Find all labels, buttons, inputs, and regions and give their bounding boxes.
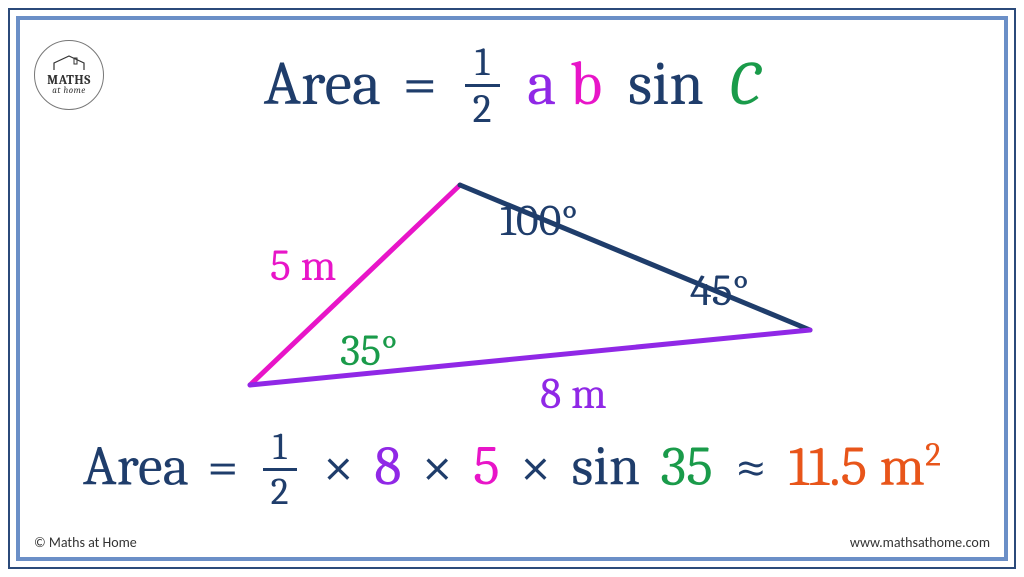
calc-approx: ≈ — [735, 435, 766, 499]
inner-border: MATHS at home Area = 1 2 a b sin C 5 m 1… — [16, 16, 1008, 561]
label-angle-45: 45° — [690, 265, 749, 316]
calc-sin: sin — [571, 435, 640, 499]
formula-a: a — [527, 48, 556, 120]
area-formula: Area = 1 2 a b sin C — [20, 46, 1004, 133]
formula-C: C — [730, 48, 761, 120]
formula-half: 1 2 — [465, 42, 500, 129]
calc-half: 1 2 — [263, 428, 297, 511]
side-ac — [250, 330, 810, 385]
label-angle-35: 35° — [340, 325, 398, 376]
formula-b: b — [570, 48, 602, 120]
calc-result: 11.5 m2 — [789, 435, 941, 499]
calc-8: 8 — [374, 435, 401, 499]
formula-eq: = — [403, 48, 437, 120]
calc-times3: × — [520, 435, 551, 499]
url-text: www.mathsathome.com — [850, 534, 990, 551]
formula-sin: sin — [628, 48, 704, 120]
formula-area: Area — [264, 48, 381, 120]
calc-angle: 35 — [660, 435, 712, 499]
copyright-text: © Maths at Home — [34, 534, 137, 551]
triangle-diagram: 5 m 100° 45° 35° 8 m — [210, 170, 850, 430]
calculation: Area = 1 2 × 8 × 5 × sin 35 ≈ 11.5 m2 — [20, 430, 1004, 513]
calc-times1: × — [323, 435, 354, 499]
label-side-5m: 5 m — [270, 240, 336, 291]
outer-border: MATHS at home Area = 1 2 a b sin C 5 m 1… — [8, 8, 1016, 569]
label-side-8m: 8 m — [540, 368, 607, 419]
calc-times2: × — [422, 435, 453, 499]
calc-eq: = — [207, 435, 238, 499]
calc-area: Area — [83, 435, 189, 499]
calc-5: 5 — [473, 435, 500, 499]
label-angle-100: 100° — [500, 195, 578, 246]
